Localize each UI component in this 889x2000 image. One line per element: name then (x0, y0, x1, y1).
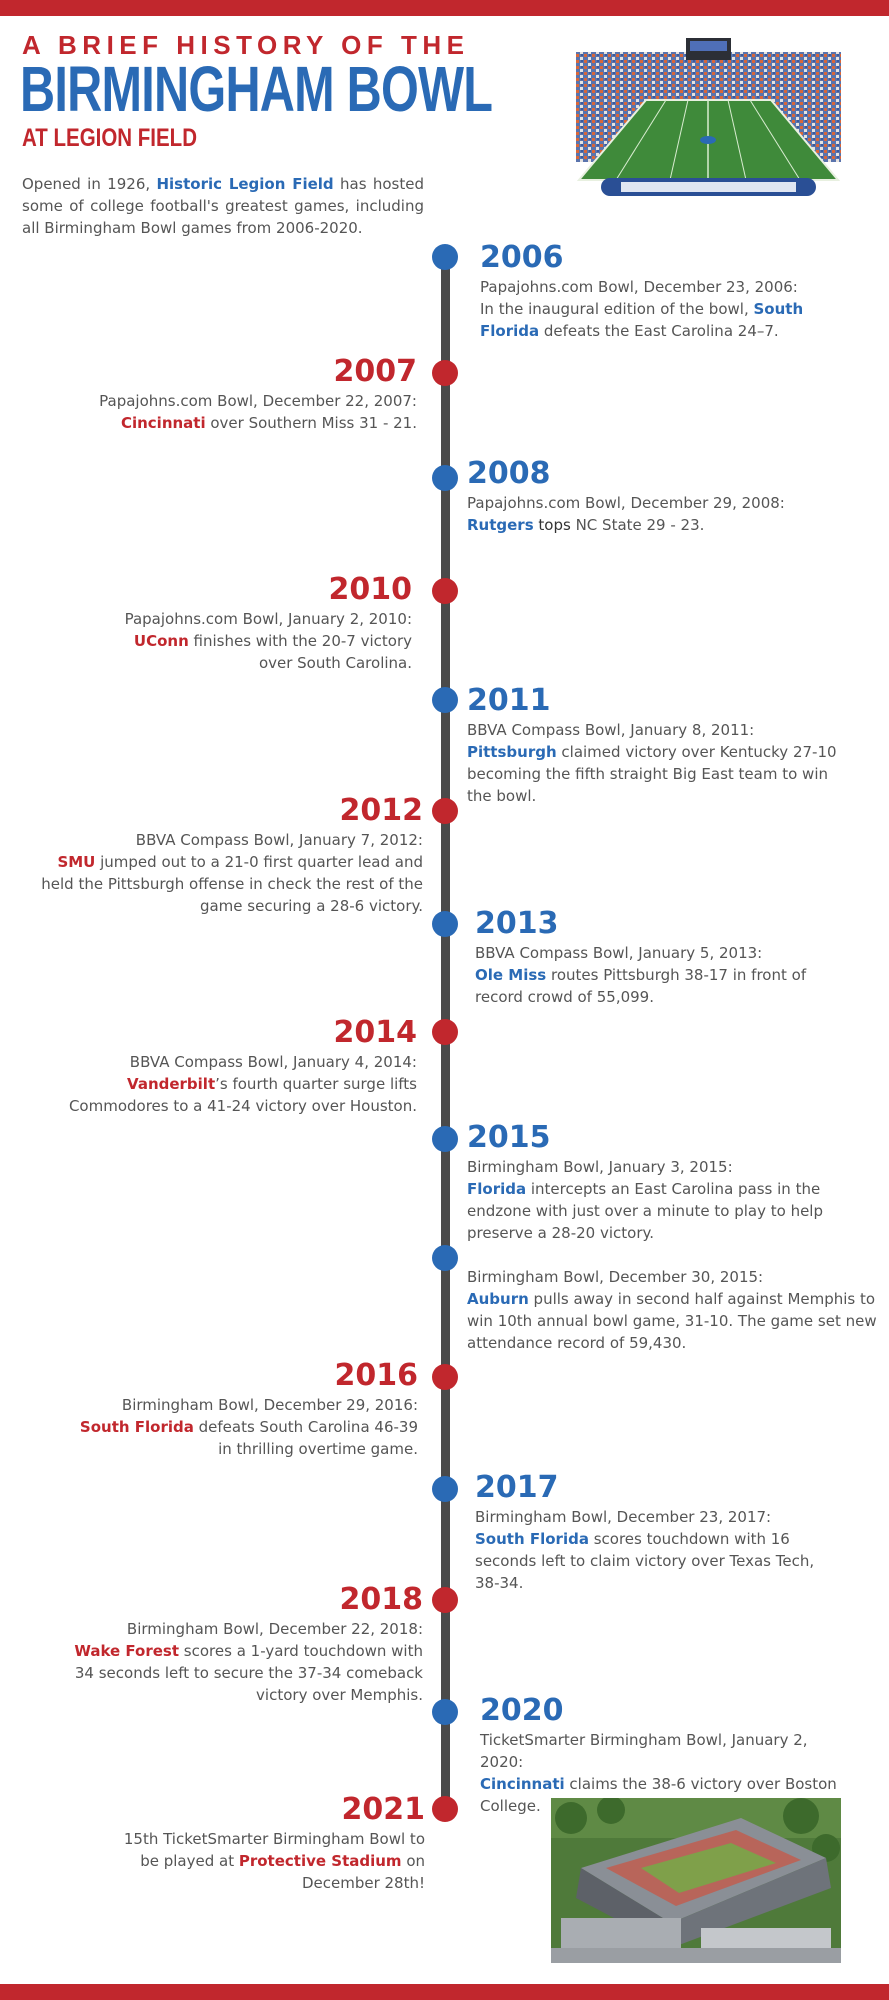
entry-team: Wake Forest (74, 1642, 180, 1660)
page-subtitle: AT LEGION FIELD (22, 124, 198, 152)
entry-year: 2010 (328, 572, 413, 607)
entry-year: 2020 (480, 1693, 564, 1728)
intro-highlight: Historic Legion Field (156, 175, 334, 193)
page-title: BIRMINGHAM BOWL (20, 53, 493, 125)
timeline-dot-2014 (432, 1019, 458, 1045)
timeline-entry-2017: 2017 Birmingham Bowl, December 23, 2017:… (475, 1470, 825, 1594)
timeline-dot-2010 (432, 578, 458, 604)
entry-year: 2015 (467, 1120, 551, 1155)
timeline-dot-2008 (432, 465, 458, 491)
entry-year: 2018 (339, 1582, 424, 1617)
timeline-entry-2018: 2018 Birmingham Bowl, December 22, 2018:… (70, 1582, 423, 1706)
entry-team: Cincinnati (120, 414, 206, 432)
timeline-entry-2008: 2008 Papajohns.com Bowl, December 29, 20… (467, 456, 827, 536)
timeline-dot-2012 (432, 798, 458, 824)
entry-team: South Florida (480, 300, 804, 340)
timeline-dot-2020 (432, 1699, 458, 1725)
entry-team: UConn (133, 632, 189, 650)
timeline-dot-2017 (432, 1476, 458, 1502)
entry-team: Florida (467, 1180, 527, 1198)
timeline-entry-2011: 2011 BBVA Compass Bowl, January 8, 2011:… (467, 683, 842, 807)
timeline-dot-2015a (432, 1126, 458, 1152)
timeline-entry-2006: 2006 Papajohns.com Bowl, December 23, 20… (480, 240, 820, 342)
entry-year: 2011 (467, 683, 551, 718)
timeline-dot-2006 (432, 244, 458, 270)
entry-year: 2014 (333, 1015, 418, 1050)
timeline-dot-2016 (432, 1364, 458, 1390)
timeline-dot-2018 (432, 1587, 458, 1613)
timeline-entry-2013: 2013 BBVA Compass Bowl, January 5, 2013:… (475, 906, 820, 1008)
entry-year: 2012 (339, 793, 424, 828)
entry-year: 2006 (480, 240, 564, 275)
timeline-entry-2021: 2021 15th TicketSmarter Birmingham Bowl … (115, 1792, 425, 1894)
timeline-entry-2020: 2020 TicketSmarter Birmingham Bowl, Janu… (480, 1693, 852, 1817)
entry-year: 2016 (334, 1358, 419, 1393)
timeline-dot-2011 (432, 687, 458, 713)
header-kicker: A BRIEF HISTORY OF THE (22, 30, 470, 60)
entry-year: 2013 (475, 906, 559, 941)
entry-team: Protective Stadium (238, 1852, 402, 1870)
entry-team: SMU (57, 853, 96, 871)
entry-year: 2021 (341, 1792, 426, 1827)
timeline-entry-2015a: 2015 Birmingham Bowl, January 3, 2015: F… (467, 1120, 837, 1244)
entry-team: Cincinnati (480, 1775, 565, 1793)
entry-team: Rutgers (467, 516, 534, 534)
protective-stadium-photo (551, 1798, 841, 1963)
timeline-entry-2015b: Birmingham Bowl, December 30, 2015: Aubu… (467, 1268, 877, 1352)
timeline-dot-2015b (432, 1245, 458, 1271)
entry-year: 2017 (475, 1470, 559, 1505)
top-border-bar (0, 0, 889, 16)
timeline-entry-2012: 2012 BBVA Compass Bowl, January 7, 2012:… (30, 793, 423, 917)
legion-field-photo (576, 30, 841, 200)
entry-team: Ole Miss (475, 966, 547, 984)
entry-team: Pittsburgh (467, 743, 557, 761)
bottom-border-bar (0, 1984, 889, 2000)
timeline-dot-2013 (432, 911, 458, 937)
timeline-entry-2010: 2010 Papajohns.com Bowl, January 2, 2010… (100, 572, 412, 674)
entry-team: Auburn (467, 1290, 529, 1308)
timeline-entry-2016: 2016 Birmingham Bowl, December 29, 2016:… (70, 1358, 418, 1460)
entry-team: South Florida (79, 1418, 194, 1436)
timeline-dot-2021 (432, 1796, 458, 1822)
entry-team: Vanderbilt (127, 1075, 216, 1093)
timeline-entry-2014: 2014 BBVA Compass Bowl, January 4, 2014:… (60, 1015, 417, 1117)
entry-year: 2008 (467, 456, 551, 491)
intro-paragraph: Opened in 1926, Historic Legion Field ha… (22, 175, 424, 237)
timeline-entry-2007: 2007 Papajohns.com Bowl, December 22, 20… (90, 354, 417, 434)
entry-team: South Florida (475, 1530, 589, 1548)
entry-year: 2007 (333, 354, 418, 389)
timeline-dot-2007 (432, 360, 458, 386)
